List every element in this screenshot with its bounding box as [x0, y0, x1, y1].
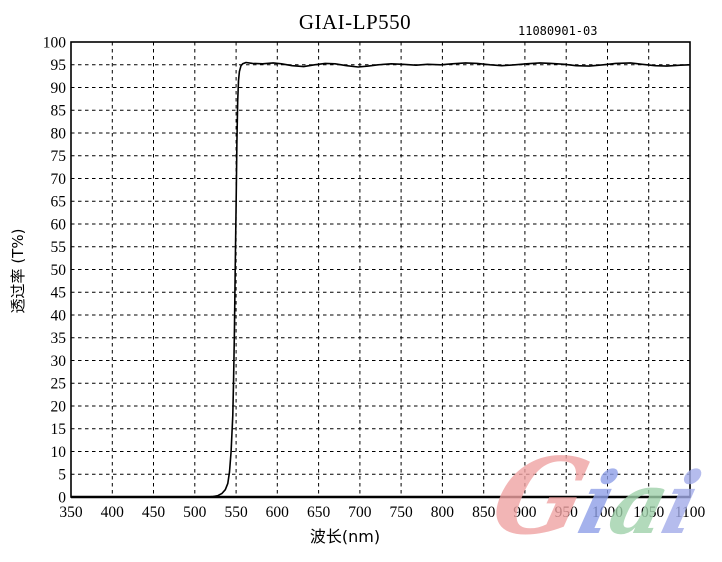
y-tick-label: 10 — [51, 444, 67, 461]
y-axis-label: 透过率 (T%) — [9, 228, 27, 314]
x-tick-label: 450 — [142, 504, 166, 521]
x-tick-label: 1100 — [675, 504, 706, 521]
y-tick-label: 40 — [51, 307, 67, 324]
transmission-curve — [71, 61, 691, 498]
x-tick-label: 350 — [59, 504, 83, 521]
x-tick-label: 1050 — [633, 504, 664, 521]
y-tick-label: 70 — [51, 171, 67, 188]
y-tick-label: 55 — [51, 239, 67, 256]
x-tick-label: 400 — [101, 504, 125, 521]
lot-number-annotation: 11080901-03 — [518, 24, 598, 38]
y-tick-label: 20 — [51, 398, 67, 415]
x-tick-label: 600 — [266, 504, 290, 521]
y-tick-label: 30 — [51, 353, 67, 370]
x-tick-label: 1000 — [592, 504, 623, 521]
watermark-logo: Giai — [481, 436, 715, 559]
y-tick-label: 80 — [51, 125, 67, 142]
y-tick-label: 60 — [51, 216, 67, 233]
svg-text:Giai: Giai — [481, 436, 715, 559]
y-tick-label: 100 — [43, 34, 67, 51]
x-tick-label: 500 — [183, 504, 207, 521]
y-tick-label: 65 — [51, 194, 67, 211]
y-tick-label: 35 — [51, 330, 67, 347]
x-tick-label: 650 — [307, 504, 331, 521]
x-tick-label: 750 — [389, 504, 413, 521]
chart-title: GIAI-LP550 — [298, 10, 412, 34]
x-tick-label: 950 — [555, 504, 579, 521]
x-tick-label: 800 — [431, 504, 455, 521]
y-tick-label: 25 — [51, 376, 67, 393]
y-tick-label: 50 — [51, 262, 67, 279]
y-tick-label: 0 — [58, 489, 66, 506]
y-tick-label: 90 — [51, 80, 67, 97]
x-axis-label: 波长(nm) — [309, 527, 381, 546]
x-tick-label: 900 — [513, 504, 537, 521]
y-tick-label: 5 — [58, 467, 66, 484]
x-tick-label: 550 — [224, 504, 248, 521]
y-tick-label: 95 — [51, 57, 67, 74]
y-tick-label: 45 — [51, 285, 67, 302]
y-tick-label: 85 — [51, 103, 67, 120]
y-tick-label: 75 — [51, 148, 67, 165]
x-tick-label: 850 — [472, 504, 496, 521]
y-tick-label: 15 — [51, 421, 67, 438]
x-tick-label: 700 — [348, 504, 372, 521]
